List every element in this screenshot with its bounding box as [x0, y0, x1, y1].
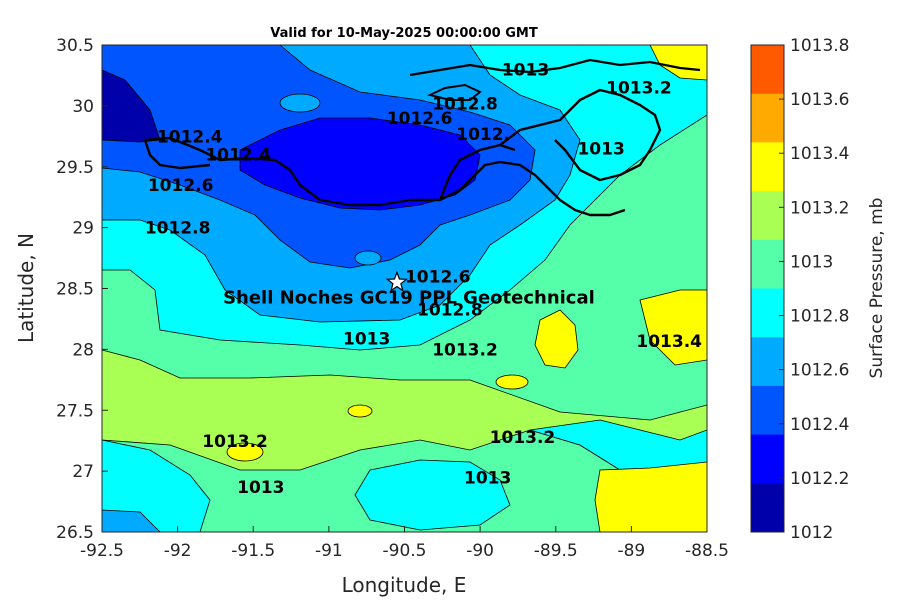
pocket-1013.4-sw	[226, 442, 264, 462]
contour-label: 1013	[343, 330, 390, 350]
contour-label: 1012.	[456, 125, 510, 145]
lake-outline	[427, 83, 482, 101]
colorbar-tick-label: 1012.6	[790, 361, 849, 381]
contour-labels: 1012.41012.41012.61012.61012.81012.81012…	[145, 60, 702, 498]
field-1012.8-sw	[102, 439, 211, 532]
field-1012.2	[239, 117, 481, 211]
x-tick-label: -89	[617, 541, 645, 561]
plot-title: Valid for 10-May-2025 00:00:00 GMT	[270, 26, 538, 41]
colorbar-segment	[751, 93, 784, 143]
field-1012.8-s	[354, 459, 511, 531]
x-tick-label: -88.5	[685, 541, 729, 561]
x-tick-label: -90	[466, 541, 494, 561]
contour-label: 1012.6	[405, 267, 471, 287]
colorbar-segment	[751, 288, 784, 338]
y-tick-label: 29	[72, 219, 94, 239]
contour-label: 1012.8	[432, 95, 498, 115]
colorbar	[750, 44, 785, 533]
x-tick-label: -91.5	[231, 541, 275, 561]
lake-shoreline	[409, 58, 701, 77]
x-axis-title: Longitude, E	[342, 573, 467, 597]
y-tick-label: 27	[72, 462, 94, 482]
colorbar-segment	[751, 434, 784, 484]
colorbar-segment	[751, 239, 784, 289]
colorbar-tick-label: 1013.4	[790, 144, 849, 164]
y-axis-ticks: 30.5 30 29.5 29 28.5 28 27.5 27 26.5	[56, 36, 108, 543]
contour-map: 1012.41012.41012.61012.61012.81012.81012…	[102, 45, 707, 532]
pocket-1013.4-se	[594, 461, 707, 532]
x-tick-label: -91	[315, 541, 343, 561]
y-axis-title: Latitude, N	[14, 233, 38, 343]
pocket-1013.4-c	[347, 404, 373, 418]
contour-label: 1012.4	[157, 127, 223, 147]
colorbar-title: Surface Pressure, mb	[867, 198, 887, 379]
colorbar-tick-label: 1013.2	[790, 198, 849, 218]
coastline	[143, 88, 662, 217]
y-tick-label: 26.5	[56, 523, 94, 543]
colorbar-segment	[751, 191, 784, 241]
contour-label: 1013	[577, 140, 624, 160]
colorbar-segment	[751, 483, 784, 533]
colorbar-tick-label: 1013	[790, 252, 833, 272]
contour-label: 1012.8	[417, 300, 483, 320]
colorbar-frame	[750, 44, 785, 533]
x-tick-label: -92	[164, 541, 192, 561]
contour-label: 1013.4	[636, 332, 702, 352]
colorbar-tick-label: 1012	[790, 523, 833, 543]
site-label: Shell Noches GC19 PPL Geotechnical	[223, 287, 595, 308]
contour-label: 1013.2	[606, 79, 672, 99]
colorbar-segment	[751, 45, 784, 95]
contour-label: 1013.2	[490, 428, 556, 448]
pocket-1013.4-ne	[649, 45, 707, 81]
x-axis-ticks: -92.5 -92 -91.5 -91 -90.5 -90 -89.5 -89 -88.5	[80, 526, 729, 561]
x-tick-label: -92.5	[80, 541, 124, 561]
colorbar-ticks: 1013.8 1013.6 1013.4 1013.2 1013 1012.8 1012.6…	[779, 36, 849, 543]
colorbar-tick-label: 1013.8	[790, 36, 849, 56]
field-1012.6-sw	[102, 509, 161, 532]
contour-label: 1013	[237, 478, 284, 498]
pocket-1012.6	[279, 93, 321, 113]
x-tick-label: -90.5	[383, 541, 427, 561]
pocket-1013.4-e	[639, 289, 707, 366]
contour-label: 1013	[464, 468, 511, 488]
colorbar-tick-label: 1012.2	[790, 469, 849, 489]
colorbar-tick-label: 1012.8	[790, 307, 849, 327]
y-tick-label: 30	[72, 97, 94, 117]
x-tick-label: -89.5	[534, 541, 578, 561]
y-tick-label: 27.5	[56, 401, 94, 421]
contour-label: 1013.2	[432, 340, 498, 360]
field-1012.8-se	[529, 419, 707, 481]
pocket-1013.4-a	[534, 309, 579, 369]
y-tick-label: 30.5	[56, 36, 94, 56]
pocket-1012.6-b	[354, 250, 382, 266]
contour-label: 1012.4	[205, 146, 271, 166]
y-tick-label: 28	[72, 340, 94, 360]
contour-label: 1012.6	[148, 176, 214, 196]
colorbar-tick-label: 1012.4	[790, 415, 849, 435]
star-icon	[385, 270, 409, 292]
colorbar-segment	[751, 337, 784, 387]
contour-label: 1013	[502, 60, 549, 80]
colorbar-segment	[751, 142, 784, 192]
y-tick-label: 29.5	[56, 158, 94, 178]
contour-label: 1013.2	[202, 432, 268, 452]
colorbar-tick-label: 1013.6	[790, 90, 849, 110]
contour-label: 1012.8	[145, 219, 211, 239]
y-tick-label: 28.5	[56, 280, 94, 300]
contour-label: 1012.6	[387, 109, 453, 129]
colorbar-segment	[751, 385, 784, 436]
pocket-1013.4-b	[495, 374, 529, 390]
